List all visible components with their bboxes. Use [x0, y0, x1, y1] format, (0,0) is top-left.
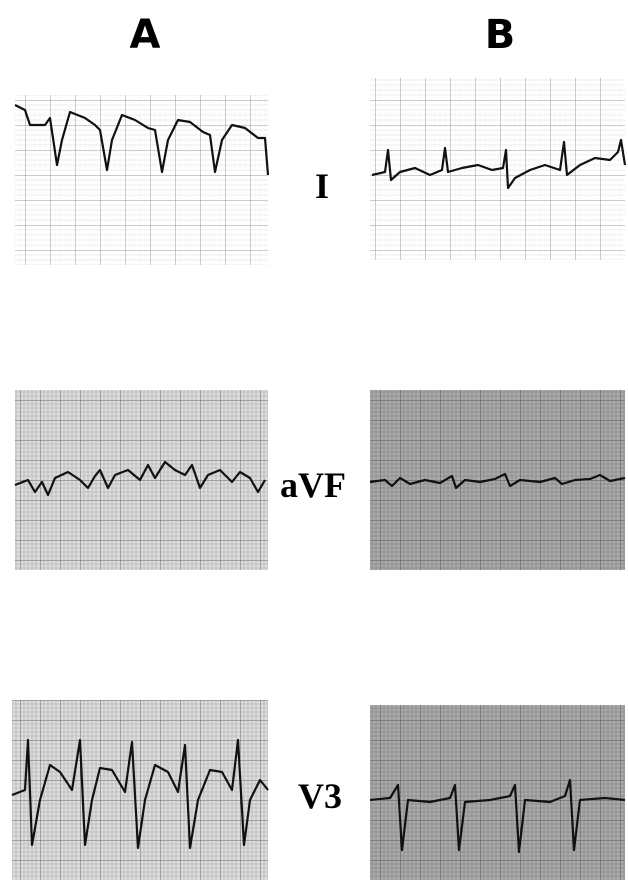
figure: A B I aVF V3 [0, 0, 628, 886]
column-label: A [130, 12, 161, 58]
column-label: B [485, 12, 516, 58]
ecg-panel [12, 700, 268, 880]
ecg-panel [370, 705, 625, 880]
lead-label: V3 [298, 776, 342, 816]
ecg-panel [15, 95, 268, 265]
lead-label: I [315, 166, 329, 206]
lead-label: aVF [280, 465, 346, 505]
